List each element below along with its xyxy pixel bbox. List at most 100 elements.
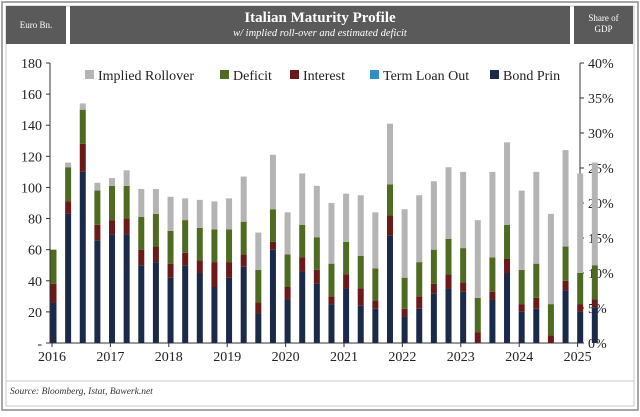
y-tick-label: 160 [21, 88, 42, 103]
bar-segment-interest [79, 143, 86, 172]
bar-segment-bond-prin [240, 266, 247, 343]
legend-swatch-deficit [220, 70, 229, 79]
bar-segment-bond-prin [79, 171, 86, 343]
bar-segment-implied-rollover [79, 103, 86, 110]
bar-segment-interest [299, 257, 306, 272]
bar-segment-bond-prin [138, 265, 145, 343]
legend-label-deficit: Deficit [233, 69, 272, 84]
bar-segment-interest [182, 252, 189, 266]
y-tick-label: 120 [21, 150, 42, 165]
bar-segment-deficit [401, 277, 408, 309]
bar-segment-bond-prin [562, 290, 569, 343]
bar-segment-bond-prin [299, 271, 306, 343]
bar-segment-deficit [489, 257, 496, 292]
legend-label-interest: Interest [303, 69, 345, 84]
bar-segment-deficit [211, 229, 218, 263]
y-tick-label: 60 [28, 244, 42, 259]
x-tick-label: 2025 [564, 350, 592, 365]
bar-segment-bond-prin [284, 299, 291, 343]
bar-segment-bond-prin [123, 234, 130, 343]
bar-segment-implied-rollover [591, 162, 598, 266]
bar-segment-implied-rollover [445, 167, 452, 239]
bar-segment-bond-prin [269, 249, 276, 343]
bar-segment-deficit [299, 224, 306, 258]
plot-area: -204060801001201401601800%5%10%15%20%25%… [21, 57, 614, 365]
bar-segment-bond-prin [167, 277, 174, 343]
bar-segment-interest [547, 335, 554, 343]
bar-segment-implied-rollover [474, 220, 481, 298]
bar-segment-deficit [533, 263, 540, 298]
bar-segment-interest [152, 246, 159, 263]
bar-segment-implied-rollover [504, 142, 511, 225]
legend-swatch-interest [290, 70, 299, 79]
bar-segment-interest [109, 220, 116, 235]
bar-segment-implied-rollover [167, 196, 174, 231]
legend-swatch-bond-prin [490, 70, 499, 79]
bar-segment-implied-rollover [430, 181, 437, 250]
bar-segment-implied-rollover [372, 212, 379, 269]
bar-segment-interest [430, 283, 437, 294]
bar-segment-implied-rollover [357, 195, 364, 256]
bar-segment-implied-rollover [255, 232, 262, 270]
bar-segment-interest [328, 296, 335, 305]
bar-segment-interest [577, 304, 584, 312]
bar-segment-implied-rollover [152, 189, 159, 214]
bar-segment-deficit [284, 254, 291, 287]
bar-segment-deficit [591, 265, 598, 300]
secondary-axis-unit-label: Share of GDP [574, 6, 633, 44]
x-tick-label: 2019 [213, 350, 241, 365]
x-tick-label: 2023 [447, 350, 475, 365]
bar-segment-interest [94, 224, 101, 241]
bar-segment-bond-prin [430, 293, 437, 343]
bar-segment-deficit [138, 217, 145, 250]
bar-segment-deficit [547, 304, 554, 336]
bar-segment-bond-prin [489, 299, 496, 343]
bar-segment-interest [226, 262, 233, 278]
bar-segment-interest [313, 269, 320, 284]
bar-segment-bond-prin [109, 234, 116, 343]
bar-segment-deficit [372, 268, 379, 301]
bar-segment-deficit [474, 297, 481, 333]
bar-segment-deficit [328, 263, 335, 297]
x-tick-label: 2022 [388, 350, 416, 365]
bar-segment-bond-prin [65, 213, 72, 343]
bar-segment-deficit [357, 255, 364, 289]
bar-segment-interest [269, 241, 276, 250]
bar-segment-interest [401, 308, 408, 317]
bar-segment-implied-rollover [182, 198, 189, 221]
x-tick-label: 2016 [38, 350, 66, 365]
bar-segment-deficit [269, 209, 276, 242]
source-note: Source: Bloomberg, Istat, Bawerk.net [10, 387, 153, 397]
bar-segment-implied-rollover [211, 201, 218, 230]
bar-segment-interest [489, 291, 496, 300]
bar-segment-interest [474, 332, 481, 343]
bar-segment-implied-rollover [416, 195, 423, 263]
bar-segment-implied-rollover [94, 182, 101, 191]
bar-segment-interest [591, 299, 598, 308]
bar-segment-implied-rollover [313, 185, 320, 238]
bar-segment-implied-rollover [328, 203, 335, 264]
bar-segment-implied-rollover [547, 213, 554, 305]
bar-segment-implied-rollover [196, 199, 203, 228]
bar-segment-implied-rollover [65, 162, 72, 168]
legend-label-term-loan-out: Term Loan Out [383, 69, 469, 84]
bar-segment-interest [50, 283, 57, 303]
x-tick-label: 2024 [505, 350, 533, 365]
bar-segment-deficit [504, 224, 511, 259]
bar-segment-bond-prin [401, 316, 408, 343]
title-bar: Italian Maturity Profile w/ implied roll… [70, 6, 570, 44]
y-axis-unit-label: Euro Bn. [6, 6, 66, 44]
bar-segment-implied-rollover [284, 212, 291, 255]
bar-segment-interest [255, 302, 262, 314]
bar-segment-bond-prin [504, 273, 511, 343]
bar-segment-implied-rollover [533, 171, 540, 264]
bar-segment-bond-prin [211, 287, 218, 343]
bar-segment-interest [533, 297, 540, 309]
bar-segment-interest [167, 263, 174, 278]
bar-segment-implied-rollover [518, 190, 525, 270]
bar-segment-bond-prin [372, 308, 379, 343]
bar-segment-deficit [79, 109, 86, 144]
bar-segment-bond-prin [533, 308, 540, 343]
